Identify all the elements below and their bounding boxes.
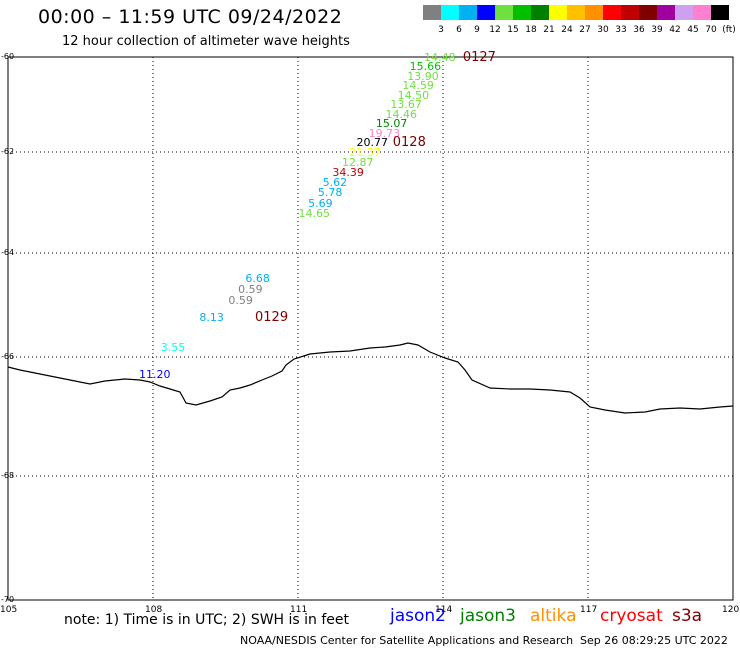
color-scale-label: 30 — [597, 25, 609, 35]
color-swatch — [549, 5, 567, 20]
color-swatch — [477, 5, 495, 20]
wave-height-value: 14.50 — [397, 88, 430, 102]
wave-height-value: 21.37 — [349, 146, 381, 159]
color-scale-label: 33 — [615, 25, 627, 35]
color-swatch — [657, 5, 675, 20]
color-swatch — [711, 5, 729, 20]
color-scale-label: 39 — [651, 25, 663, 35]
wave-height-value: 34.39 — [332, 166, 364, 180]
color-swatch — [693, 5, 711, 20]
color-swatch — [441, 5, 459, 20]
longitude-label: 117 — [580, 605, 598, 615]
color-swatch — [495, 5, 513, 20]
wave-height-value: 14.46 — [385, 107, 418, 121]
footer-note: note: 1) Time is in UTC; 2) SWH is in fe… — [64, 612, 350, 628]
legend-item-s3a: s3a — [672, 606, 703, 626]
longitude-label: 108 — [145, 605, 163, 615]
latitude-label: -66 — [1, 352, 15, 361]
wave-height-value: 11.20 — [139, 367, 171, 381]
latitude-label: -62 — [1, 147, 15, 156]
color-scale-label: 18 — [525, 25, 537, 35]
color-swatch — [621, 5, 639, 20]
legend-item-jason2: jason2 — [390, 606, 446, 626]
wave-height-value: 3.55 — [160, 340, 186, 354]
wave-height-value: 15.66 — [409, 60, 442, 74]
wave-height-value: 12.87 — [342, 156, 374, 170]
color-scale-label: 12 — [489, 25, 501, 35]
color-scale-label: 36 — [633, 25, 645, 35]
wave-height-value: 14.65 — [298, 206, 331, 220]
color-scale-label: 70 — [705, 25, 717, 35]
legend-item-jason3: jason3 — [460, 606, 516, 626]
color-swatch — [603, 5, 621, 20]
footer-credit: NOAA/NESDIS Center for Satellite Applica… — [240, 634, 574, 647]
wave-height-value: 8.13 — [199, 311, 224, 324]
color-swatch — [513, 5, 531, 20]
wave-height-value: 5.69 — [308, 196, 333, 210]
wave-height-value: 13.67 — [390, 98, 422, 112]
longitude-label: 120 — [722, 605, 740, 615]
color-scale-label: 27 — [579, 25, 591, 35]
legend-item-cryosat: cryosat — [600, 606, 663, 626]
color-scale-label: 45 — [687, 25, 699, 35]
color-swatch — [585, 5, 603, 20]
map-subtitle: 12 hour collection of altimeter wave hei… — [62, 34, 350, 49]
color-scale-label: 9 — [474, 25, 480, 35]
latitude-label: -60 — [1, 52, 15, 61]
color-scale-label: 15 — [507, 25, 519, 35]
wave-height-value: 0.59 — [228, 293, 253, 307]
longitude-label: 105 — [0, 605, 18, 615]
pass-time-label: 0128 — [392, 134, 426, 150]
color-scale-label: 6 — [456, 25, 462, 35]
color-scale-label: 24 — [561, 25, 573, 35]
color-scale-label: 21 — [543, 25, 555, 35]
coastline-line — [7, 342, 734, 414]
color-swatch — [675, 5, 693, 20]
latitude-label: -68 — [1, 471, 15, 480]
pass-time-label: 0129 — [255, 310, 289, 325]
color-swatch — [531, 5, 549, 20]
color-swatch — [567, 5, 585, 20]
color-scale-label: (ft) — [722, 25, 736, 35]
wave-height-value: 15.07 — [375, 117, 408, 131]
wave-height-value: 19.73 — [368, 126, 401, 140]
pass-time-label: 0127 — [462, 49, 496, 65]
color-scale-label: 42 — [669, 25, 681, 35]
map-title: 00:00 – 11:59 UTC 09/24/2022 — [38, 6, 343, 28]
wave-height-value: 13.90 — [407, 69, 439, 83]
latitude-label: -70 — [1, 595, 15, 604]
map-frame — [7, 56, 734, 601]
wave-height-value: 20.77 — [356, 135, 389, 149]
color-swatch — [639, 5, 657, 20]
longitude-label: 114 — [435, 605, 453, 615]
graticule — [8, 57, 733, 600]
legend-item-altika: altika — [530, 606, 577, 626]
longitude-label: 111 — [290, 605, 308, 615]
wave-height-value: 0.59 — [238, 283, 263, 297]
footer-timestamp: Sep 26 08:29:25 UTC 2022 — [580, 634, 728, 647]
color-swatch — [459, 5, 477, 20]
wave-height-value: 14.48 — [424, 50, 456, 64]
color-swatch — [423, 5, 441, 20]
wave-height-value: 6.68 — [245, 272, 270, 285]
wave-height-value: 5.62 — [322, 176, 348, 190]
latitude-label: -64 — [1, 248, 15, 257]
wave-height-value: 5.78 — [317, 186, 343, 200]
wave-height-value: 14.59 — [402, 79, 434, 93]
color-scale-label: 3 — [438, 25, 444, 35]
